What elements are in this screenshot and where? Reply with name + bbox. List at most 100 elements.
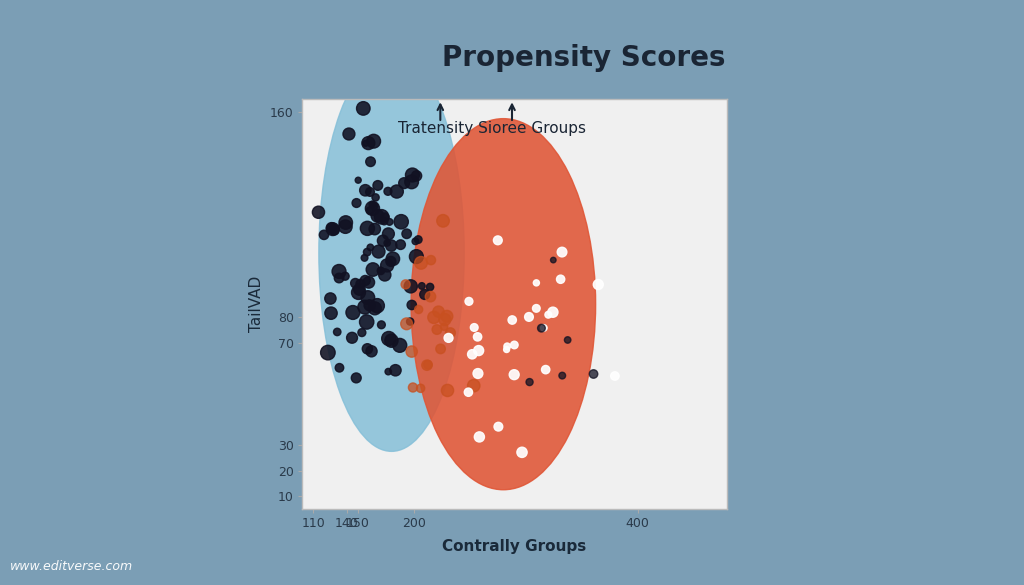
Point — [323, 308, 339, 318]
Point — [417, 290, 433, 299]
Point — [357, 276, 374, 285]
Point — [398, 229, 415, 239]
Point — [356, 253, 373, 263]
Point — [352, 279, 369, 288]
X-axis label: Contrally Groups: Contrally Groups — [442, 539, 587, 553]
Point — [379, 261, 395, 270]
Point — [521, 312, 538, 322]
Point — [442, 328, 459, 338]
Point — [377, 270, 393, 280]
Point — [383, 257, 399, 266]
Point — [430, 307, 446, 316]
Point — [373, 266, 389, 275]
Point — [329, 327, 345, 336]
Point — [554, 247, 570, 257]
Point — [413, 384, 429, 393]
Point — [404, 170, 421, 180]
Point — [370, 181, 386, 190]
Point — [338, 218, 354, 227]
Point — [369, 301, 385, 311]
Point — [422, 292, 438, 301]
Point — [403, 347, 420, 356]
Point — [326, 225, 342, 235]
Point — [506, 340, 522, 350]
Point — [408, 236, 424, 246]
Point — [360, 139, 377, 148]
Point — [586, 369, 602, 378]
Point — [552, 274, 568, 284]
Point — [331, 267, 347, 276]
Point — [367, 225, 383, 234]
Point — [499, 345, 515, 354]
Point — [534, 324, 550, 333]
Point — [536, 324, 552, 333]
Point — [380, 187, 396, 196]
Point — [409, 171, 425, 181]
Point — [374, 212, 390, 222]
Point — [331, 273, 347, 283]
Point — [403, 177, 420, 187]
Point — [554, 371, 570, 380]
Point — [489, 236, 506, 245]
Point — [402, 317, 419, 326]
Point — [348, 198, 365, 208]
Point — [341, 129, 357, 139]
Point — [344, 333, 360, 342]
Point — [419, 360, 435, 370]
Point — [540, 310, 556, 319]
Point — [337, 222, 353, 231]
Point — [350, 288, 367, 297]
Point — [429, 325, 445, 334]
Point — [381, 334, 397, 343]
Point — [379, 238, 395, 247]
Text: Tratensity Sioree Groups: Tratensity Sioree Groups — [397, 121, 586, 136]
Point — [388, 187, 404, 196]
Y-axis label: TailVAD: TailVAD — [250, 276, 264, 332]
Point — [357, 185, 374, 195]
Point — [373, 266, 389, 276]
Point — [365, 265, 381, 274]
Point — [411, 305, 427, 314]
Point — [396, 178, 413, 188]
Point — [521, 377, 538, 387]
Point — [367, 304, 383, 313]
Point — [490, 422, 507, 431]
Point — [357, 139, 374, 148]
Point — [435, 216, 452, 225]
Point — [528, 278, 545, 288]
Point — [359, 293, 376, 302]
Point — [590, 280, 606, 289]
Point — [466, 381, 482, 390]
Point — [367, 202, 383, 211]
Point — [380, 367, 396, 376]
Point — [414, 281, 430, 291]
Point — [398, 319, 415, 329]
Point — [545, 308, 561, 317]
Point — [385, 254, 401, 263]
Ellipse shape — [318, 54, 464, 452]
Point — [440, 333, 457, 343]
Ellipse shape — [411, 119, 596, 490]
Point — [470, 369, 486, 378]
Point — [325, 225, 341, 234]
Point — [461, 297, 477, 306]
Point — [368, 192, 384, 202]
Point — [359, 223, 376, 233]
Point — [315, 230, 332, 239]
Point — [504, 315, 520, 325]
Point — [381, 217, 397, 226]
Point — [351, 285, 368, 294]
Point — [436, 322, 453, 332]
Point — [404, 383, 421, 392]
Point — [606, 371, 623, 381]
Point — [464, 350, 480, 359]
Point — [332, 363, 348, 373]
Point — [402, 281, 419, 291]
Point — [397, 280, 414, 289]
Point — [362, 157, 379, 166]
Point — [471, 432, 487, 442]
Point — [387, 366, 403, 375]
Text: Propensity Scores: Propensity Scores — [442, 44, 725, 73]
Point — [365, 204, 381, 213]
Point — [373, 320, 389, 329]
